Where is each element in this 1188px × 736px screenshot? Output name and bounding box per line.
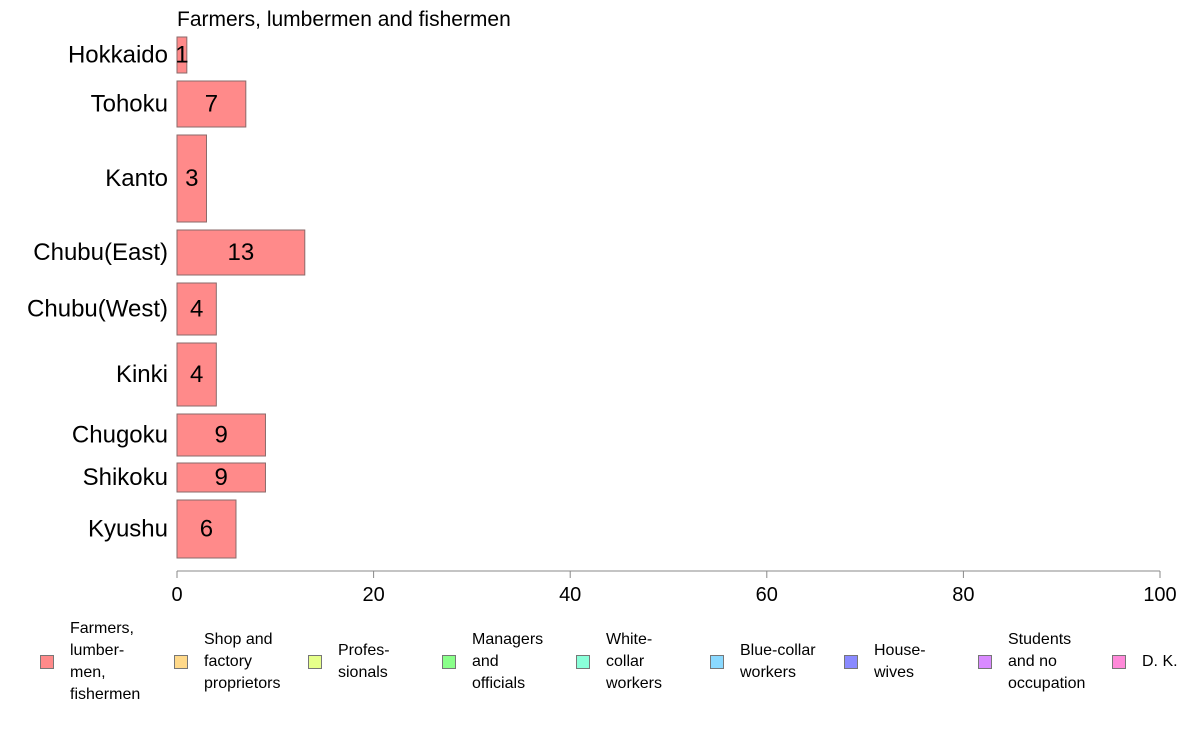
x-tick-label: 100: [1143, 584, 1176, 606]
bar-chubu-east-: [176, 229, 306, 276]
legend-item: D. K.: [1112, 618, 1178, 706]
legend: Farmers, lumber- men, fishermen Shop and …: [0, 618, 1188, 728]
x-tick-label: 20: [362, 584, 384, 606]
legend-item: Shop and factory proprietors: [174, 618, 280, 706]
category-label: Hokkaido: [68, 42, 168, 69]
bar-shikoku: [176, 462, 266, 493]
category-label: Chugoku: [72, 422, 168, 449]
legend-item: Blue-collar workers: [710, 618, 816, 706]
bar-kyushu: [176, 499, 237, 559]
legend-label: Shop and factory proprietors: [204, 631, 281, 692]
bar-tohoku: [176, 80, 247, 128]
bar-chubu-west-: [176, 282, 217, 336]
x-tick-label: 60: [756, 584, 778, 606]
legend-label: Students and no occupation: [1008, 631, 1086, 692]
legend-label: Farmers, lumber- men, fishermen: [70, 620, 141, 703]
data-label: 4: [190, 296, 203, 323]
data-label: 9: [215, 422, 228, 449]
category-label: Shikoku: [83, 464, 168, 491]
legend-label: D. K.: [1142, 653, 1178, 670]
data-label: 13: [228, 239, 255, 266]
legend-swatch: [40, 655, 54, 669]
data-label: 4: [190, 361, 203, 388]
data-label: 9: [215, 464, 228, 491]
legend-swatch: [442, 655, 456, 669]
bar-chart: Farmers, lumbermen and fishermen Hokkaid…: [27, 8, 1177, 606]
bar-kinki: [176, 342, 217, 407]
legend-swatch: [576, 655, 590, 669]
data-label: 1: [175, 42, 188, 69]
legend-swatch: [174, 655, 188, 669]
category-label: Kyushu: [88, 516, 168, 543]
legend-item: Profes- sionals: [308, 618, 390, 706]
bar-hokkaido: [176, 36, 188, 74]
data-label: 7: [205, 91, 218, 118]
data-label: 3: [185, 165, 198, 192]
legend-label: White- collar workers: [606, 631, 663, 692]
category-label: Tohoku: [91, 91, 168, 118]
legend-item: White- collar workers: [576, 618, 662, 706]
legend-swatch: [710, 655, 724, 669]
legend-item: Students and no occupation: [978, 618, 1085, 706]
legend-item: Managers and officials: [442, 618, 543, 706]
category-label: Chubu(East): [33, 239, 168, 266]
x-axis: 0 20 40 60 80 100: [171, 570, 1177, 606]
legend-swatch: [844, 655, 858, 669]
x-tick-label: 0: [171, 584, 182, 606]
legend-swatch: [308, 655, 322, 669]
legend-label: Profes- sionals: [338, 642, 390, 681]
bar-chugoku: [176, 413, 266, 457]
legend-swatch: [1112, 655, 1126, 669]
legend-item: Farmers, lumber- men, fishermen: [40, 618, 140, 706]
bar-kanto: [176, 134, 207, 223]
legend-swatch: [978, 655, 992, 669]
x-tick-label: 80: [952, 584, 974, 606]
legend-item: House- wives: [844, 618, 926, 706]
category-label: Kinki: [116, 361, 168, 388]
data-label: 6: [200, 516, 213, 543]
category-label: Kanto: [105, 165, 168, 192]
x-tick-label: 40: [559, 584, 581, 606]
legend-label: Blue-collar workers: [740, 642, 816, 681]
bars-layer: Hokkaido 1 Tohoku 7 Kanto 3 Chubu(East) 13 Chubu…: [27, 36, 306, 559]
category-label: Chubu(West): [27, 296, 168, 323]
legend-label: Managers and officials: [472, 631, 544, 692]
chart-title: Farmers, lumbermen and fishermen: [177, 8, 511, 31]
legend-label: House- wives: [874, 642, 926, 681]
